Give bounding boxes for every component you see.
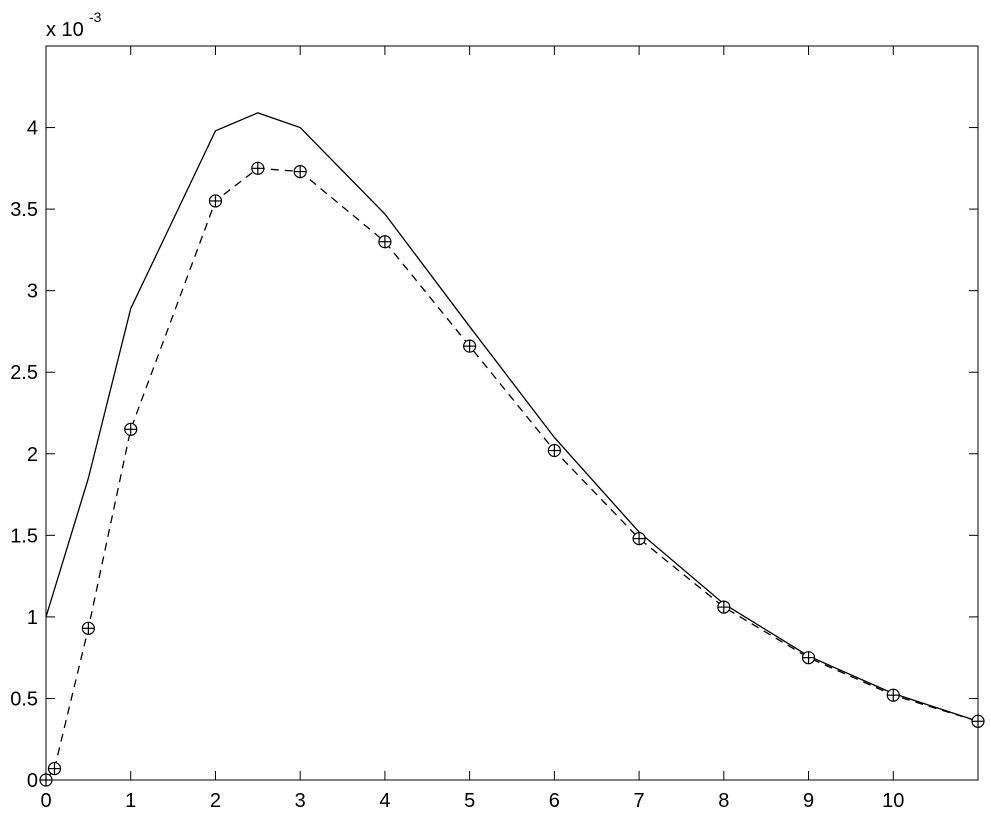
series-line xyxy=(45,112,979,722)
x-tick-label: 5 xyxy=(464,790,475,812)
x-tick-label: 1 xyxy=(125,790,136,812)
marker xyxy=(801,651,816,665)
marker xyxy=(547,443,561,458)
y-multiplier: x 10 xyxy=(46,19,84,41)
marker xyxy=(81,621,95,635)
marker xyxy=(39,773,53,787)
y-tick-label: 0 xyxy=(27,770,38,792)
marker xyxy=(47,761,62,776)
marker xyxy=(463,339,477,353)
x-tick-label: 6 xyxy=(549,790,560,812)
axes-box xyxy=(45,45,979,781)
x-tick-label: 0 xyxy=(40,790,51,812)
y-tick-label: 0.5 xyxy=(10,688,38,710)
y-tick-label: 1 xyxy=(27,607,38,629)
marker xyxy=(971,714,985,728)
y-tick-label: 3.5 xyxy=(10,199,38,221)
marker xyxy=(632,531,646,546)
x-tick-label: 9 xyxy=(803,790,814,812)
x-tick-label: 4 xyxy=(379,790,390,812)
x-tick-label: 10 xyxy=(882,790,904,812)
y-multiplier-exponent: -3 xyxy=(89,9,102,25)
marker xyxy=(886,688,900,702)
y-tick-label: 3 xyxy=(27,281,38,303)
series-line xyxy=(45,167,979,781)
marker xyxy=(208,194,223,208)
x-tick-label: 3 xyxy=(295,790,306,812)
marker xyxy=(717,600,731,614)
x-tick-label: 2 xyxy=(210,790,221,812)
marker xyxy=(251,161,265,175)
marker xyxy=(124,422,138,436)
y-tick-label: 4 xyxy=(27,118,38,140)
marker xyxy=(293,164,307,179)
y-tick-label: 2 xyxy=(27,444,38,466)
y-tick-label: 2.5 xyxy=(10,362,38,384)
marker xyxy=(378,235,392,249)
x-tick-label: 8 xyxy=(718,790,729,812)
x-tick-label: 7 xyxy=(634,790,645,812)
y-tick-label: 1.5 xyxy=(10,525,38,547)
